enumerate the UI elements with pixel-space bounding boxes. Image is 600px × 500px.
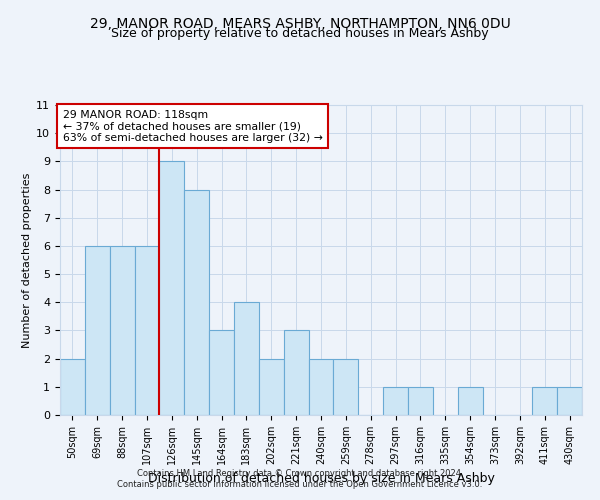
X-axis label: Distribution of detached houses by size in Mears Ashby: Distribution of detached houses by size … xyxy=(148,472,494,486)
Bar xyxy=(334,358,358,415)
Text: Size of property relative to detached houses in Mears Ashby: Size of property relative to detached ho… xyxy=(111,28,489,40)
Text: 29, MANOR ROAD, MEARS ASHBY, NORTHAMPTON, NN6 0DU: 29, MANOR ROAD, MEARS ASHBY, NORTHAMPTON… xyxy=(89,18,511,32)
Bar xyxy=(259,358,284,415)
Bar xyxy=(60,358,85,415)
Text: Contains HM Land Registry data © Crown copyright and database right 2024.: Contains HM Land Registry data © Crown c… xyxy=(137,468,463,477)
Bar xyxy=(383,387,408,415)
Bar xyxy=(557,387,582,415)
Bar xyxy=(234,302,259,415)
Bar xyxy=(85,246,110,415)
Bar xyxy=(458,387,482,415)
Bar xyxy=(532,387,557,415)
Y-axis label: Number of detached properties: Number of detached properties xyxy=(22,172,32,348)
Bar xyxy=(308,358,334,415)
Bar xyxy=(184,190,209,415)
Bar xyxy=(209,330,234,415)
Bar xyxy=(284,330,308,415)
Text: 29 MANOR ROAD: 118sqm
← 37% of detached houses are smaller (19)
63% of semi-deta: 29 MANOR ROAD: 118sqm ← 37% of detached … xyxy=(62,110,322,143)
Bar xyxy=(110,246,134,415)
Bar xyxy=(134,246,160,415)
Text: Contains public sector information licensed under the Open Government Licence v3: Contains public sector information licen… xyxy=(118,480,482,489)
Bar xyxy=(408,387,433,415)
Bar xyxy=(160,162,184,415)
